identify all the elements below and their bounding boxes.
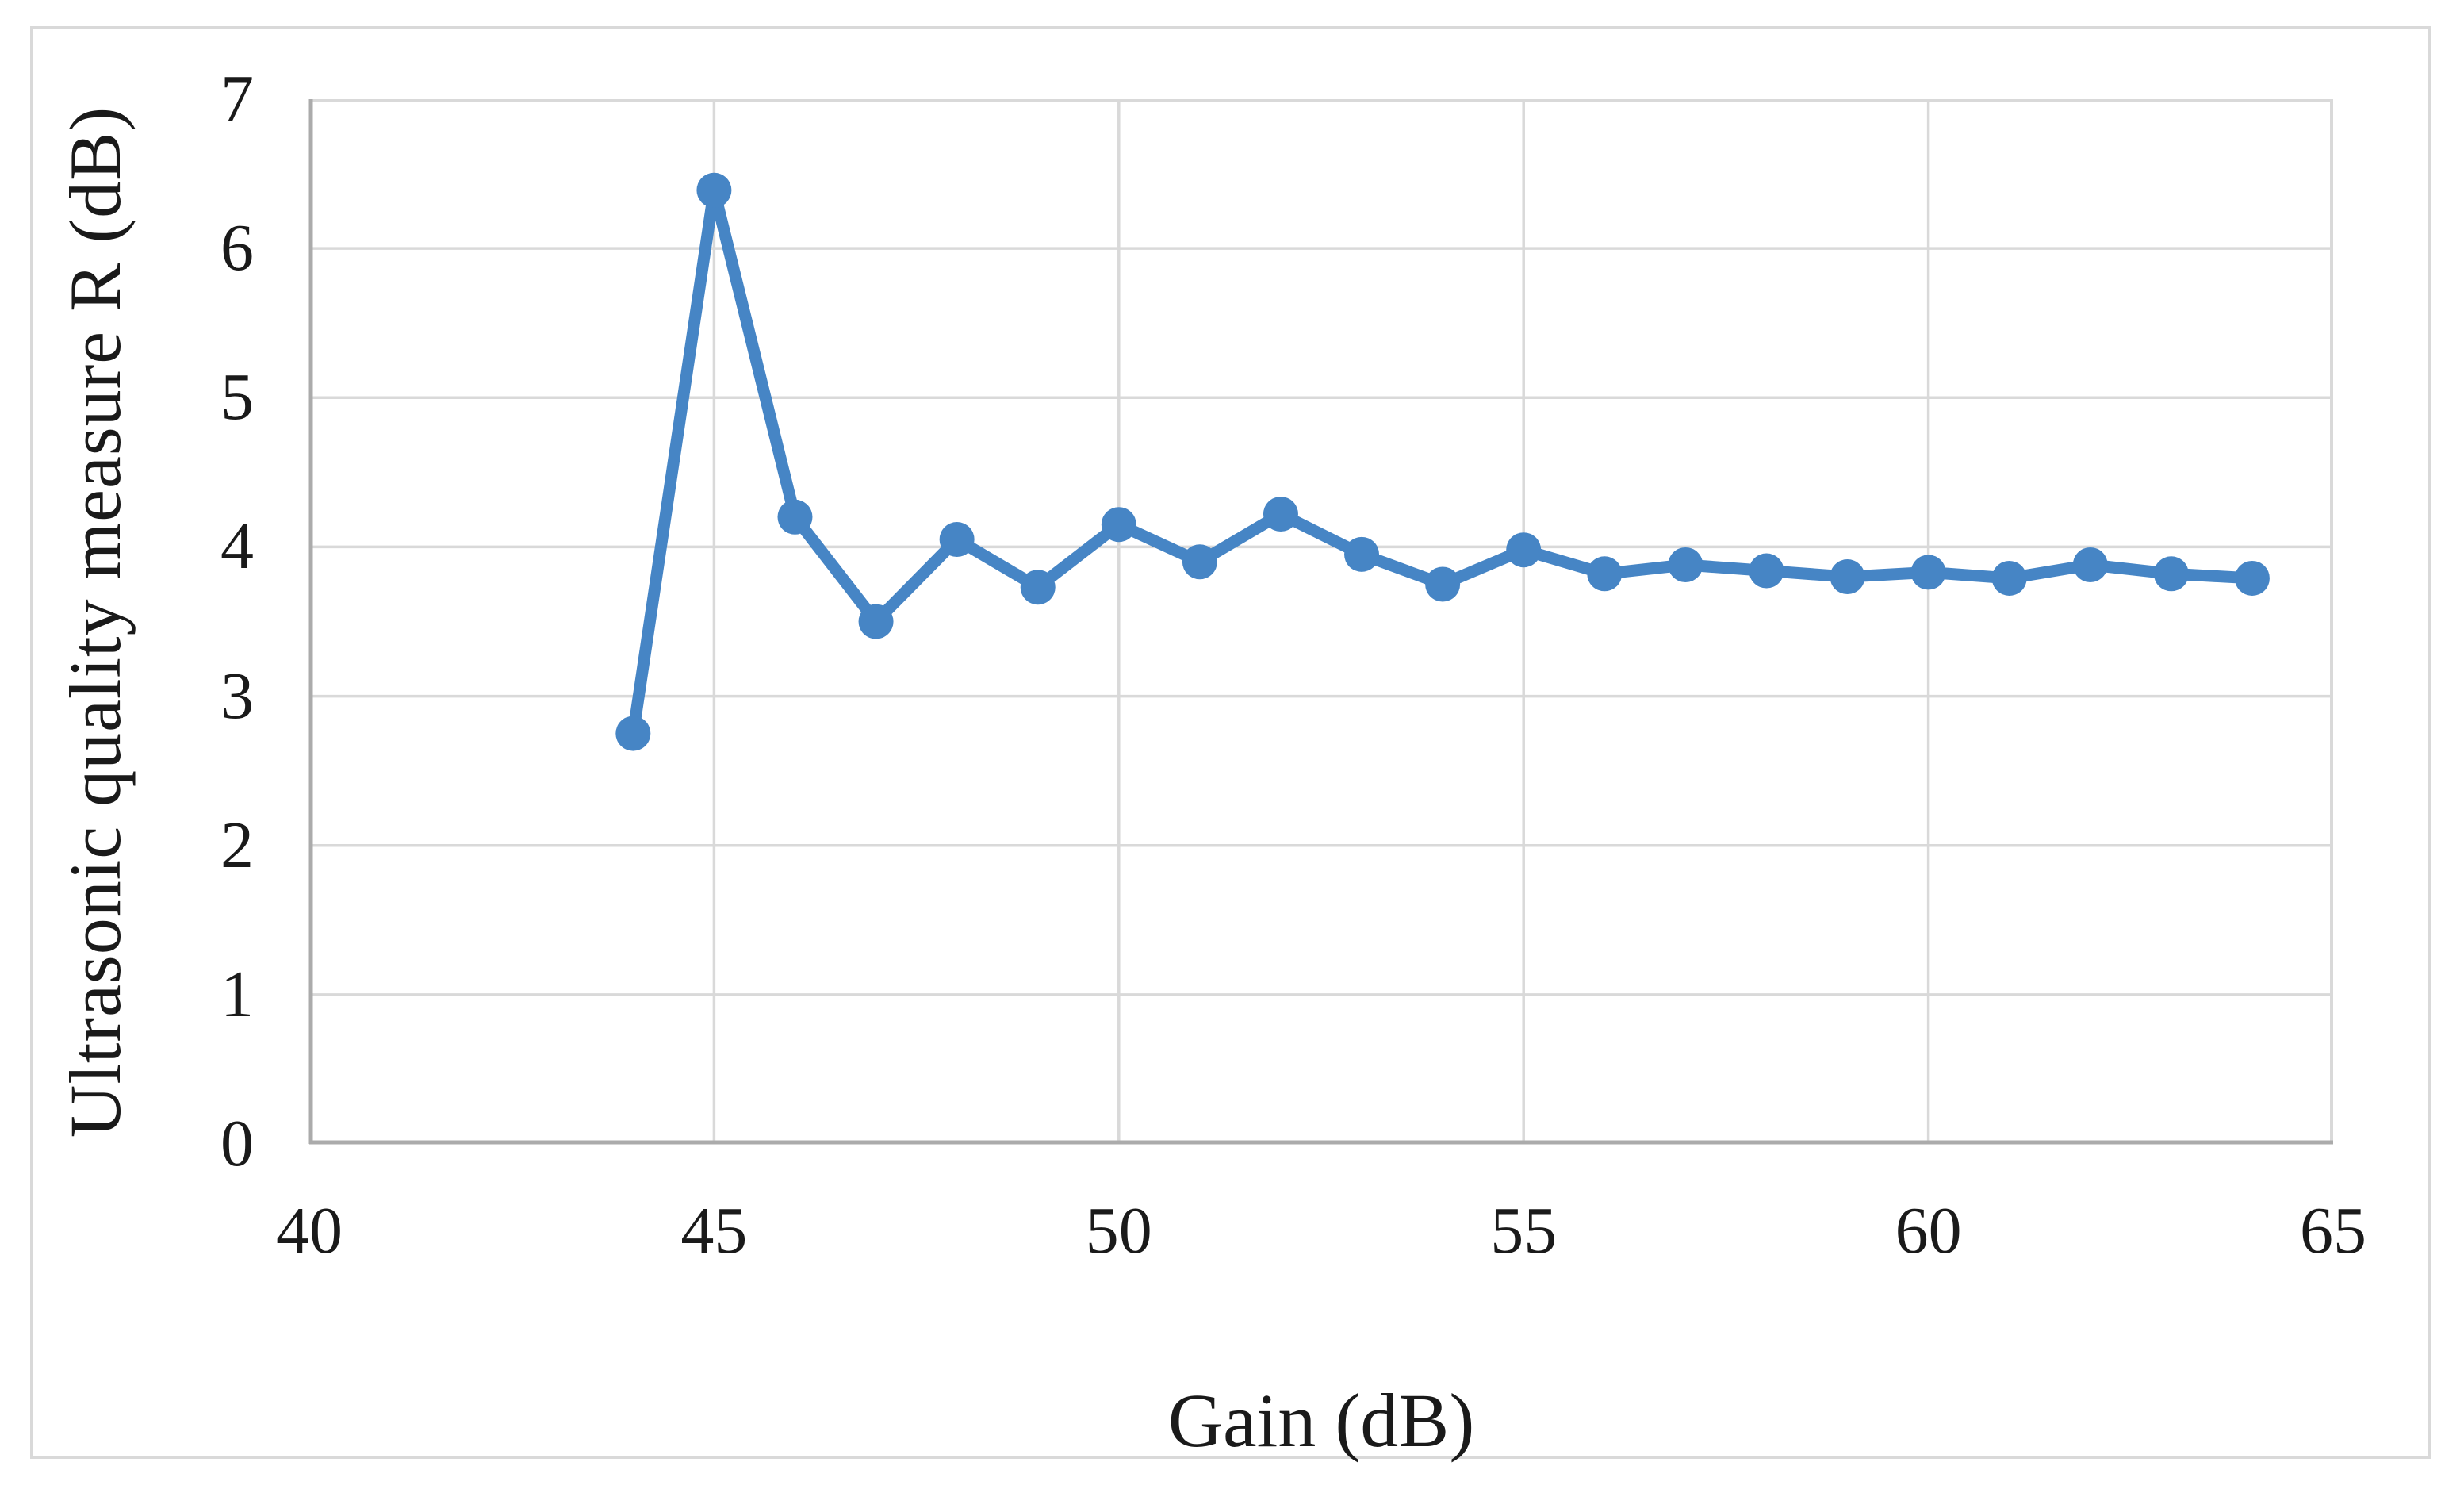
y-tick-label: 4	[220, 509, 254, 584]
y-tick-label: 1	[220, 957, 254, 1031]
data-point-marker	[2234, 560, 2270, 596]
plot-area	[308, 99, 2333, 1145]
data-point-marker	[615, 716, 651, 751]
data-point-marker	[1506, 532, 1542, 568]
y-tick-label: 2	[220, 808, 254, 882]
y-tick-label: 3	[220, 658, 254, 733]
data-point-marker	[1668, 547, 1703, 583]
x-tick-label: 45	[680, 1194, 748, 1268]
x-tick-label: 40	[276, 1194, 343, 1268]
x-tick-label: 50	[1085, 1194, 1152, 1268]
x-tick-label: 55	[1490, 1194, 1558, 1268]
line-chart-svg	[308, 99, 2333, 1145]
data-point-marker	[1344, 536, 1380, 572]
figure-frame	[30, 26, 2431, 1459]
data-point-marker	[1910, 555, 1946, 590]
y-tick-label: 5	[220, 360, 254, 435]
data-point-marker	[1991, 560, 2027, 596]
data-point-marker	[939, 522, 975, 558]
x-axis-title: Gain (dB)	[1167, 1378, 1475, 1463]
data-point-marker	[1749, 553, 1784, 589]
data-point-marker	[1425, 566, 1461, 602]
data-point-marker	[1830, 559, 1865, 595]
data-point-marker	[1587, 556, 1623, 592]
data-point-marker	[1101, 507, 1136, 543]
data-point-marker	[858, 604, 894, 639]
data-point-marker	[2153, 556, 2189, 592]
series-line	[627, 184, 2259, 740]
x-tick-label: 60	[1895, 1194, 1962, 1268]
data-point-marker	[1263, 497, 1298, 532]
data-point-marker	[696, 172, 732, 208]
data-point-marker	[777, 499, 813, 535]
data-point-marker	[1020, 570, 1056, 605]
data-point-marker	[1182, 544, 1217, 580]
x-tick-label: 65	[2300, 1194, 2366, 1268]
y-tick-label: 0	[220, 1107, 254, 1180]
data-point-marker	[2072, 547, 2108, 583]
y-tick-label: 6	[220, 211, 254, 286]
y-tick-label: 7	[220, 62, 254, 136]
